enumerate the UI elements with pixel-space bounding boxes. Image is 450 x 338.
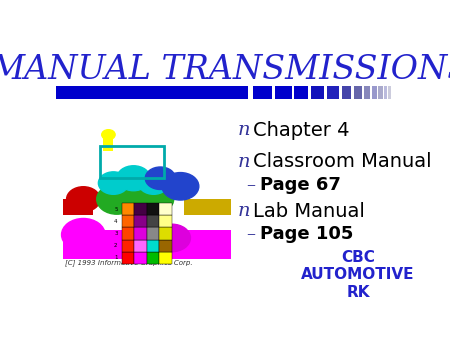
Text: 3: 3 xyxy=(114,231,117,236)
Text: Page 105: Page 105 xyxy=(260,225,354,243)
Bar xyxy=(378,86,382,99)
Bar xyxy=(135,203,147,215)
Bar xyxy=(159,215,172,227)
Bar xyxy=(384,86,387,99)
Circle shape xyxy=(139,172,169,194)
Bar xyxy=(135,215,147,227)
Bar xyxy=(354,86,362,99)
Circle shape xyxy=(97,184,137,214)
Circle shape xyxy=(145,167,176,190)
Bar xyxy=(63,105,230,267)
Bar xyxy=(372,86,377,99)
Bar xyxy=(294,86,308,99)
Text: 2: 2 xyxy=(114,243,117,248)
Circle shape xyxy=(162,173,199,200)
Bar xyxy=(159,227,172,240)
Text: –: – xyxy=(246,176,255,194)
Bar xyxy=(388,86,391,99)
Text: 1: 1 xyxy=(114,255,117,260)
Bar xyxy=(135,240,147,252)
Bar xyxy=(275,86,292,99)
Circle shape xyxy=(67,187,100,212)
Bar xyxy=(342,86,351,99)
Bar xyxy=(159,203,172,215)
Circle shape xyxy=(62,218,105,251)
Bar xyxy=(56,86,248,99)
Circle shape xyxy=(137,186,174,213)
Text: 5: 5 xyxy=(114,207,117,212)
Bar xyxy=(63,230,230,259)
Bar xyxy=(63,199,93,215)
Bar xyxy=(364,86,370,99)
Circle shape xyxy=(153,224,190,252)
Bar xyxy=(104,131,113,151)
Bar xyxy=(311,86,324,99)
Text: Chapter 4: Chapter 4 xyxy=(253,121,350,140)
Text: Lab Manual: Lab Manual xyxy=(253,201,365,220)
Bar xyxy=(184,199,230,215)
Text: Classroom Manual: Classroom Manual xyxy=(253,152,432,171)
Text: MANUAL TRANSMISSIONS: MANUAL TRANSMISSIONS xyxy=(0,54,450,87)
Bar xyxy=(159,252,172,264)
Bar xyxy=(122,203,135,215)
Bar xyxy=(135,227,147,240)
Bar xyxy=(122,215,135,227)
Text: CBC
AUTOMOTIVE
RK: CBC AUTOMOTIVE RK xyxy=(301,250,414,300)
Bar xyxy=(253,86,273,99)
Text: –: – xyxy=(246,225,255,243)
Bar xyxy=(159,240,172,252)
Bar xyxy=(147,215,159,227)
Circle shape xyxy=(99,172,129,194)
Text: Page 67: Page 67 xyxy=(260,176,341,194)
Bar xyxy=(147,240,159,252)
Text: n: n xyxy=(238,121,250,139)
Circle shape xyxy=(117,166,150,191)
Text: n: n xyxy=(238,152,250,171)
Bar xyxy=(122,240,135,252)
Bar xyxy=(147,227,159,240)
Text: 4: 4 xyxy=(114,219,117,224)
Text: n: n xyxy=(238,202,250,220)
Circle shape xyxy=(102,130,115,140)
Bar xyxy=(100,146,164,178)
Bar xyxy=(147,203,159,215)
Bar xyxy=(135,252,147,264)
Circle shape xyxy=(115,178,159,211)
Bar xyxy=(147,252,159,264)
Bar xyxy=(122,252,135,264)
Bar xyxy=(122,227,135,240)
Text: [C] 1993 Informative Graphics Corp.: [C] 1993 Informative Graphics Corp. xyxy=(65,259,193,266)
Bar xyxy=(327,86,339,99)
